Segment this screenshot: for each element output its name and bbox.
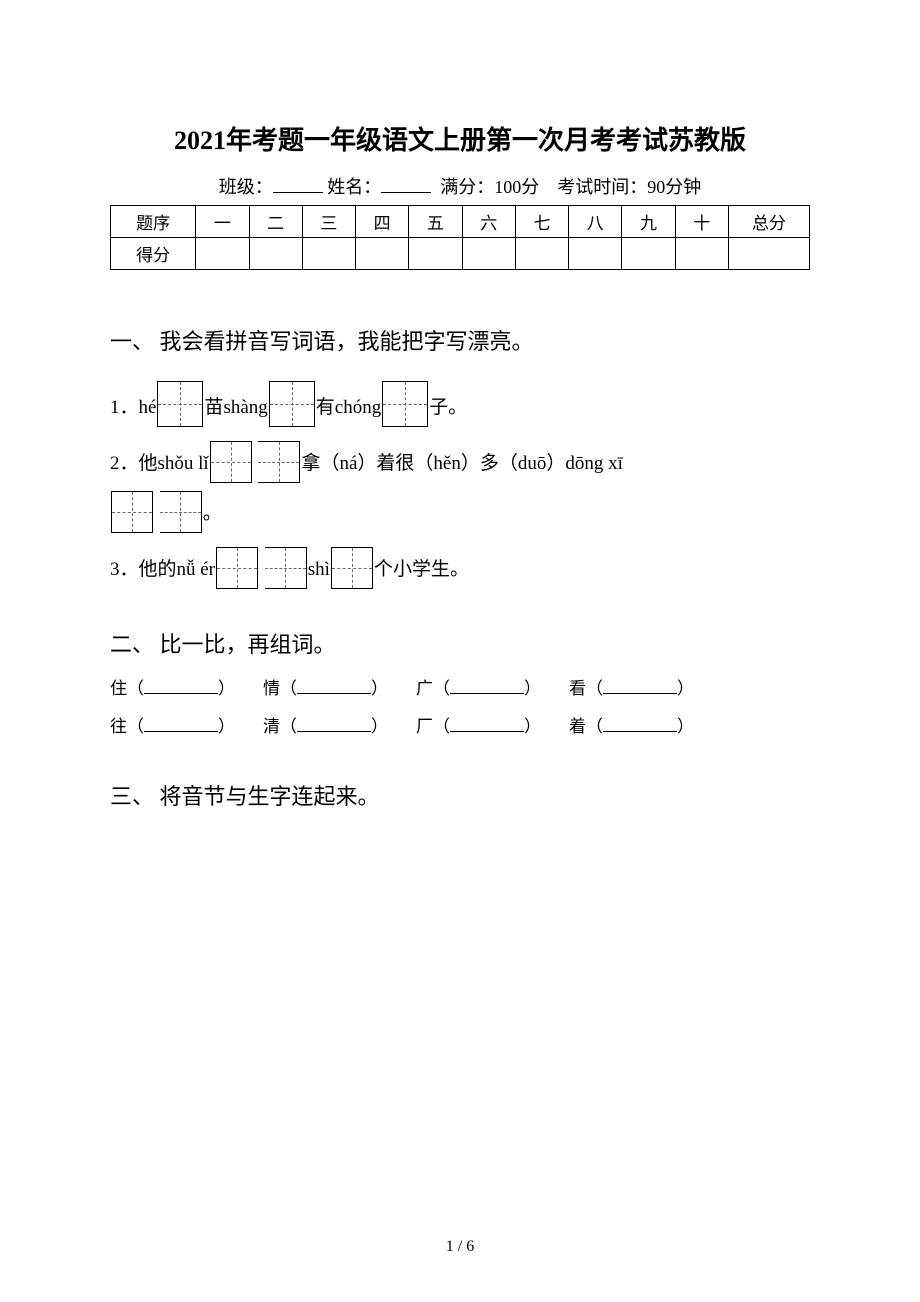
q1-mid2: 有chóng — [316, 389, 381, 427]
fill-item: 情（） — [263, 670, 388, 707]
writing-box[interactable] — [258, 441, 300, 483]
score-cell[interactable] — [515, 238, 568, 270]
answer-blank[interactable] — [603, 679, 677, 694]
score-cell[interactable] — [302, 238, 355, 270]
score-cell[interactable] — [249, 238, 302, 270]
q1-post: 子。 — [429, 389, 467, 427]
fill-row-2: 往（） 清（） 厂（） 着（） — [110, 708, 810, 745]
writing-box[interactable] — [269, 381, 315, 427]
writing-box[interactable] — [210, 441, 252, 483]
answer-blank[interactable] — [603, 717, 677, 732]
name-label: 姓名： — [327, 177, 381, 197]
fill-item: 清（） — [263, 708, 388, 745]
char: 情 — [263, 679, 280, 698]
col-7: 七 — [515, 206, 568, 238]
q2-post: 拿（ná）着很（hěn）多（duō）dōng xī — [301, 445, 622, 483]
q3-line: 3．他的nǚ ér shì 个小学生。 — [110, 547, 810, 589]
writing-box-group — [110, 491, 203, 533]
class-label: 班级： — [219, 177, 273, 197]
col-8: 八 — [569, 206, 622, 238]
fill-item: 厂（） — [416, 708, 541, 745]
section-2-heading: 二、 比一比，再组词。 — [110, 627, 810, 662]
score-cell[interactable] — [569, 238, 622, 270]
q1-mid1: 苗shàng — [204, 389, 267, 427]
meta-line: 班级： 姓名： 满分：100分 考试时间：90分钟 — [110, 173, 810, 199]
score-cell[interactable] — [196, 238, 249, 270]
writing-box[interactable] — [160, 491, 202, 533]
score-header-row: 题序 一 二 三 四 五 六 七 八 九 十 总分 — [111, 206, 810, 238]
q1-pre: 1．hé — [110, 389, 156, 427]
score-cell[interactable] — [409, 238, 462, 270]
answer-blank[interactable] — [144, 679, 218, 694]
section-1-heading: 一、 我会看拼音写词语，我能把字写漂亮。 — [110, 324, 810, 359]
writing-box[interactable] — [216, 547, 258, 589]
fill-item: 住（） — [110, 670, 235, 707]
fill-item: 着（） — [569, 708, 694, 745]
q2-pre: 2．他shǒu lǐ — [110, 445, 209, 483]
score-cell[interactable] — [622, 238, 675, 270]
exam-page: 2021年考题一年级语文上册第一次月考考试苏教版 班级： 姓名： 满分：100分… — [0, 0, 920, 1302]
score-cell[interactable] — [675, 238, 728, 270]
q2b-post: 。 — [203, 495, 222, 533]
q2-line: 2．他shǒu lǐ 拿（ná）着很（hěn）多（duō）dōng xī — [110, 441, 810, 483]
fill-item: 广（） — [416, 670, 541, 707]
char: 着 — [569, 717, 586, 736]
q3-post: 个小学生。 — [374, 551, 469, 589]
char: 往 — [110, 717, 127, 736]
fill-item: 看（） — [569, 670, 694, 707]
score-table: 题序 一 二 三 四 五 六 七 八 九 十 总分 得分 — [110, 205, 810, 270]
answer-blank[interactable] — [450, 679, 524, 694]
col-2: 二 — [249, 206, 302, 238]
col-9: 九 — [622, 206, 675, 238]
class-blank[interactable] — [273, 175, 323, 193]
writing-box[interactable] — [382, 381, 428, 427]
col-1: 一 — [196, 206, 249, 238]
col-5: 五 — [409, 206, 462, 238]
section-3-heading: 三、 将音节与生字连起来。 — [110, 779, 810, 814]
fill-row-1: 住（） 情（） 广（） 看（） — [110, 670, 810, 707]
char: 厂 — [416, 717, 433, 736]
q3-pre: 3．他的nǚ ér — [110, 551, 215, 589]
col-6: 六 — [462, 206, 515, 238]
writing-box-group — [209, 441, 302, 483]
score-cell[interactable] — [356, 238, 409, 270]
col-10: 十 — [675, 206, 728, 238]
score-cell[interactable] — [462, 238, 515, 270]
char: 住 — [110, 679, 127, 698]
page-footer: 1 / 6 — [0, 1238, 920, 1256]
char: 看 — [569, 679, 586, 698]
fullmark-label: 满分：100分 — [440, 177, 539, 197]
char: 广 — [416, 679, 433, 698]
name-blank[interactable] — [381, 175, 431, 193]
total-label: 总分 — [728, 206, 809, 238]
answer-blank[interactable] — [297, 717, 371, 732]
row2-label: 得分 — [111, 238, 196, 270]
time-label: 考试时间：90分钟 — [557, 177, 701, 197]
answer-blank[interactable] — [297, 679, 371, 694]
char: 清 — [263, 717, 280, 736]
writing-box[interactable] — [331, 547, 373, 589]
q1-line: 1．hé 苗shàng 有chóng 子。 — [110, 381, 810, 427]
writing-box[interactable] — [157, 381, 203, 427]
score-value-row: 得分 — [111, 238, 810, 270]
q2b-line: 。 — [110, 491, 810, 533]
page-title: 2021年考题一年级语文上册第一次月考考试苏教版 — [110, 120, 810, 157]
answer-blank[interactable] — [144, 717, 218, 732]
col-4: 四 — [356, 206, 409, 238]
q3-mid: shì — [308, 551, 330, 589]
col-3: 三 — [302, 206, 355, 238]
writing-box[interactable] — [111, 491, 153, 533]
row1-label: 题序 — [111, 206, 196, 238]
writing-box-group — [215, 547, 308, 589]
fill-item: 往（） — [110, 708, 235, 745]
score-total-cell[interactable] — [728, 238, 809, 270]
answer-blank[interactable] — [450, 717, 524, 732]
writing-box[interactable] — [265, 547, 307, 589]
